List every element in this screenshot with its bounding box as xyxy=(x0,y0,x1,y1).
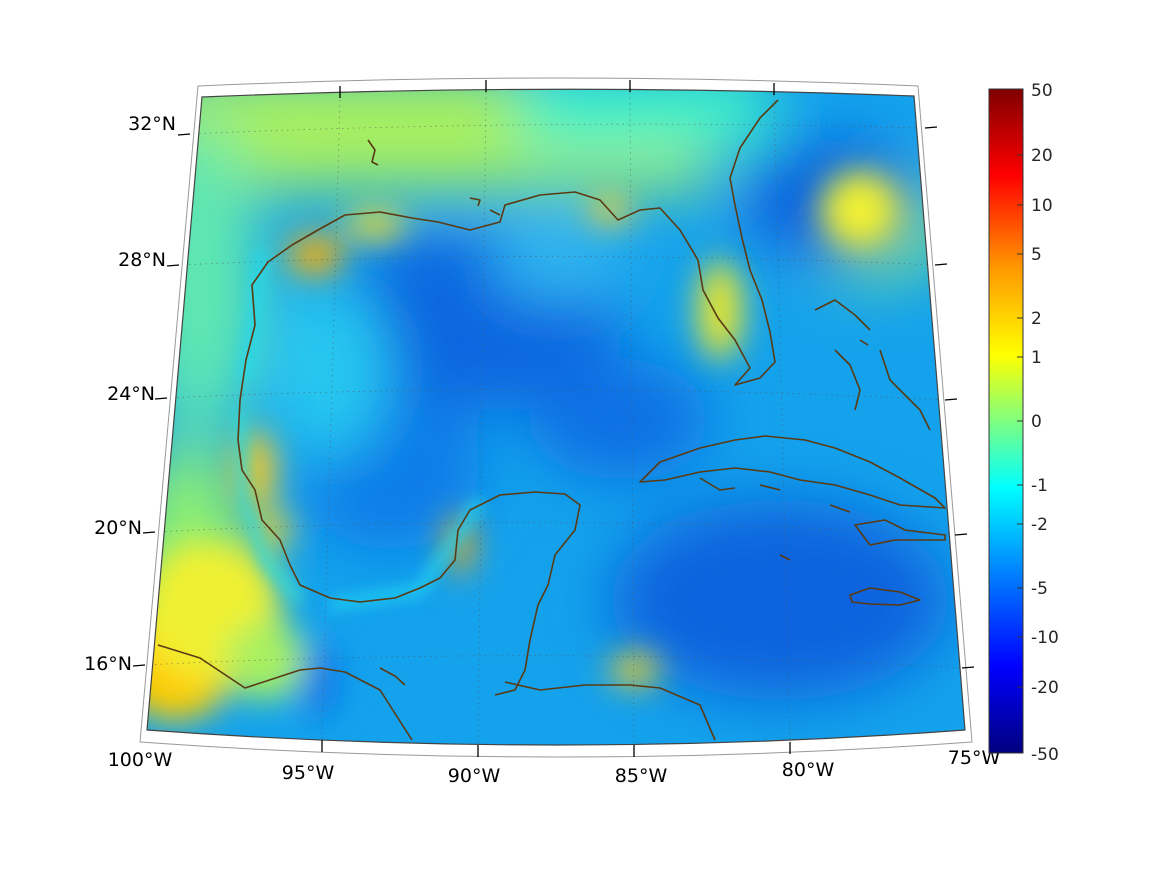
colorbar: 50 20 10 5 2 1 0 -1 -2 -5 -10 -20 -50 xyxy=(988,81,1059,765)
colorbar-label-0: 0 xyxy=(1031,412,1042,432)
colorbar-label-neg20: -20 xyxy=(1031,678,1059,698)
lon-label-85w: 85°W xyxy=(615,765,668,787)
colorbar-label-20: 20 xyxy=(1031,146,1053,166)
colorbar-ticks xyxy=(1017,154,1023,688)
colorbar-label-1: 1 xyxy=(1031,348,1042,368)
lon-label-95w: 95°W xyxy=(282,762,335,784)
colorbar-label-neg50: -50 xyxy=(1031,745,1059,765)
colorbar-label-2: 2 xyxy=(1031,309,1042,329)
colorbar-label-neg5: -5 xyxy=(1031,579,1048,599)
colorbar-label-neg2: -2 xyxy=(1031,515,1048,535)
lat-label-16n: 16°N xyxy=(84,653,132,675)
graticule xyxy=(147,91,964,745)
colorbar-label-5: 5 xyxy=(1031,245,1042,265)
colorbar-label-neg10: -10 xyxy=(1031,628,1059,648)
colorbar-label-neg1: -1 xyxy=(1031,476,1048,496)
map-frame xyxy=(146,88,966,746)
lat-label-32n: 32°N xyxy=(128,113,176,135)
lat-label-24n: 24°N xyxy=(107,383,155,405)
map-field xyxy=(147,89,965,745)
lon-label-75w: 75°W xyxy=(948,747,1001,769)
coastlines xyxy=(157,99,946,741)
lon-label-100w: 100°W xyxy=(108,749,173,771)
colorbar-label-50: 50 xyxy=(1031,81,1053,101)
lat-label-20n: 20°N xyxy=(94,517,142,539)
frame-ticks xyxy=(132,80,975,757)
lat-label-28n: 28°N xyxy=(118,249,166,271)
map-frame-outer xyxy=(139,77,973,758)
lon-label-90w: 90°W xyxy=(448,765,501,787)
colorbar-label-10: 10 xyxy=(1031,196,1053,216)
lon-label-80w: 80°W xyxy=(782,759,835,781)
